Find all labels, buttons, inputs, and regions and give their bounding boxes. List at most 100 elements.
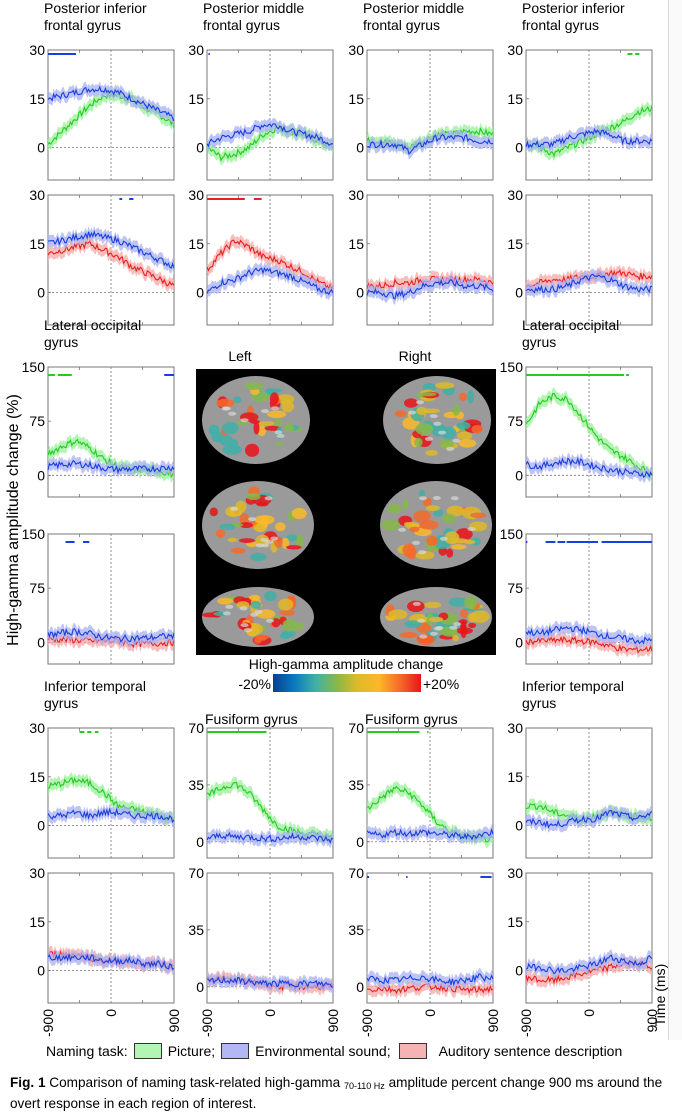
panel-title-line1: Lateral occipital: [522, 317, 619, 333]
activation-patch: [458, 619, 468, 625]
activation-patch: [425, 505, 440, 512]
y-tick-label: 35: [348, 777, 364, 793]
activation-patch: [216, 398, 235, 408]
activation-patch: [286, 545, 302, 550]
activation-patch: [467, 613, 477, 623]
activation-patch: [471, 424, 483, 434]
panel-17: 0 35 70 -900 0 900: [188, 865, 341, 1037]
y-tick-label: 15: [29, 769, 45, 785]
series-band-auditory-sentence-description: [526, 631, 652, 659]
series-line-environmental-sound: [366, 827, 494, 841]
activation-patch: [267, 410, 287, 419]
y-tick-label: 30: [29, 865, 45, 881]
activation-patch: [455, 528, 473, 541]
y-tick-label: 0: [515, 634, 523, 650]
activation-patch: [413, 510, 431, 523]
panel-title-line2: frontal gyrus: [522, 17, 599, 33]
surface-highlight: [452, 438, 461, 443]
y-tick-label: 150: [500, 526, 524, 542]
activation-patch: [402, 499, 409, 510]
series-band-picture: [367, 780, 493, 848]
activation-patch: [441, 426, 457, 440]
surface-highlight: [412, 540, 420, 545]
activation-patch: [233, 396, 242, 404]
legend-swatch-picture: [133, 1043, 162, 1059]
activation-patch: [451, 544, 467, 550]
series-line-environmental-sound: [206, 123, 334, 148]
activation-patch: [470, 512, 487, 519]
surface-highlight: [438, 430, 447, 435]
surface-highlight: [264, 496, 273, 501]
series-band-auditory-sentence-description: [48, 235, 174, 292]
surface-highlight: [439, 536, 448, 541]
activation-patch: [446, 548, 454, 558]
panel-title: Fusiform gyrus: [365, 711, 458, 727]
activation-patch: [435, 382, 455, 389]
panel-title-line2: gyrus: [44, 334, 78, 350]
series-band-environmental-sound: [526, 268, 652, 299]
brain-right-ventral: [380, 587, 492, 647]
surface-highlight: [446, 446, 455, 451]
series-band-picture: [207, 776, 333, 845]
activation-patch: [467, 389, 475, 404]
surface-highlight: [261, 543, 270, 548]
activation-patch: [246, 493, 261, 501]
panel-title-line1: Inferior temporal: [44, 678, 146, 694]
activation-patch: [404, 620, 422, 628]
activation-patch: [217, 597, 233, 605]
y-tick-label: 15: [348, 91, 364, 107]
y-tick-label: 35: [188, 777, 204, 793]
activation-patch: [399, 631, 418, 639]
surface-highlight: [221, 406, 230, 411]
series-band-environmental-sound: [526, 452, 652, 483]
series-line-environmental-sound: [47, 807, 175, 823]
y-tick-label: 0: [356, 140, 364, 156]
series-line-environmental-sound: [47, 230, 175, 269]
series-line-environmental-sound: [366, 973, 494, 987]
y-tick-label: 35: [188, 922, 204, 938]
activation-patch: [219, 523, 236, 531]
activation-patch: [404, 398, 418, 408]
y-tick-label: 0: [356, 285, 364, 301]
surface-highlight: [419, 496, 427, 501]
y-tick-label: 0: [196, 285, 204, 301]
surface-highlight: [250, 612, 259, 617]
series-line-environmental-sound: [47, 85, 175, 122]
y-tick-label: 0: [37, 818, 45, 834]
y-tick-label: 0: [515, 285, 523, 301]
activation-patch: [248, 594, 261, 601]
colorbar-title: High-gamma amplitude change: [249, 656, 444, 672]
y-tick-label: 30: [188, 42, 204, 58]
y-axis-label: High-gamma amplitude change (%): [5, 394, 22, 646]
y-tick-label: 15: [29, 914, 45, 930]
y-tick-label: 0: [515, 140, 523, 156]
y-tick-label: 0: [356, 979, 364, 995]
panel-4: 0 15 30: [29, 187, 175, 326]
activation-patch: [269, 392, 279, 405]
activation-patch: [468, 622, 477, 629]
y-tick-label: 70: [348, 720, 364, 736]
x-tick-label: 0: [103, 1009, 119, 1017]
surface-highlight: [254, 610, 263, 614]
activation-patch: [276, 441, 283, 446]
legend-label-picture: Picture;: [167, 1043, 216, 1059]
y-tick-label: 0: [356, 834, 364, 850]
activation-patch: [448, 597, 469, 607]
y-tick-label: 70: [188, 865, 204, 881]
page-edge: [668, 0, 682, 1040]
panel-title-line1: Posterior inferior: [522, 0, 625, 16]
y-tick-label: 15: [29, 236, 45, 252]
series-band-environmental-sound: [207, 117, 333, 152]
panel-title-line2: gyrus: [522, 334, 556, 350]
series-line-environmental-sound: [366, 278, 494, 300]
series-line-environmental-sound: [206, 266, 334, 296]
x-tick-label: 0: [262, 1009, 278, 1017]
y-tick-label: 15: [507, 914, 523, 930]
activation-patch: [281, 400, 295, 413]
